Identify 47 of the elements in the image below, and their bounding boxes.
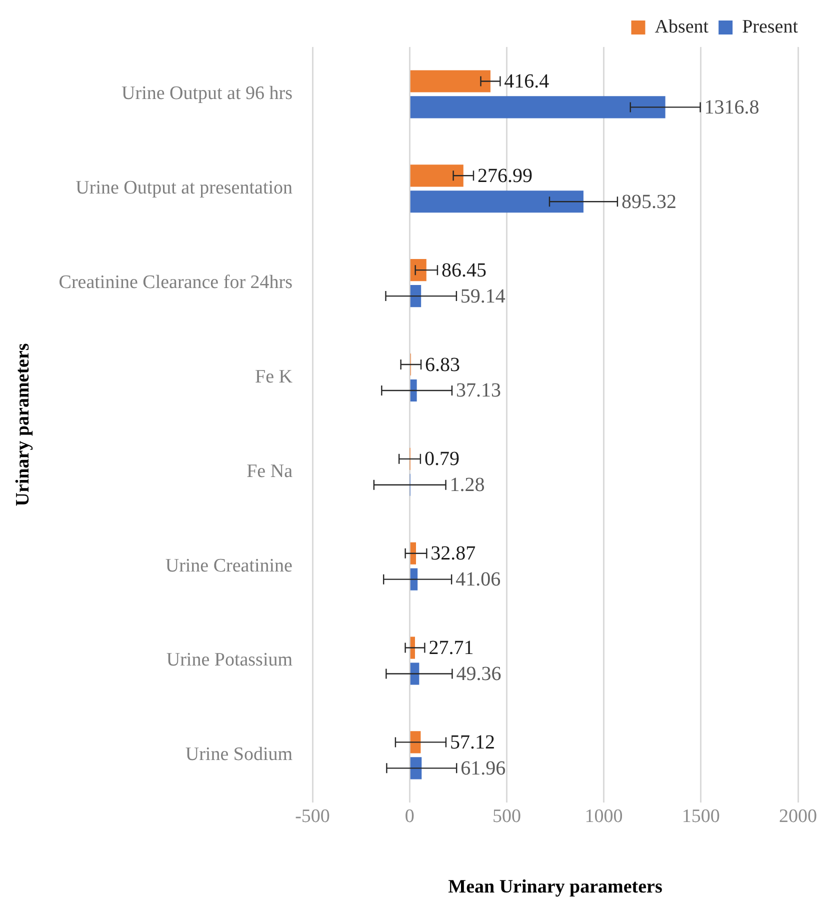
data-label: 59.14	[460, 285, 506, 308]
data-label: 49.36	[456, 662, 502, 685]
x-tick-label: 500	[492, 806, 521, 827]
bar	[410, 96, 666, 118]
data-label: 37.13	[456, 380, 501, 402]
data-label: 41.06	[456, 568, 501, 591]
bar	[410, 568, 418, 590]
y-tick-label: Urine Creatinine	[165, 555, 293, 576]
data-label: 32.87	[430, 542, 476, 565]
y-tick-label: Urine Potassium	[166, 650, 293, 671]
bar	[410, 259, 426, 282]
data-label: 1.28	[450, 474, 485, 496]
data-label: 27.71	[428, 637, 474, 660]
bar	[410, 731, 421, 754]
legend-label: Present	[742, 16, 799, 38]
y-tick-label: Urine Output at 96 hrs	[122, 83, 293, 104]
data-label: 57.12	[450, 731, 495, 754]
bar	[410, 757, 422, 780]
bar	[410, 285, 422, 308]
bar	[410, 662, 420, 685]
data-label: 276.99	[477, 164, 532, 187]
y-tick-label: Fe Na	[246, 460, 294, 482]
y-tick-label: Urine Output at presentation	[76, 178, 294, 199]
bar	[410, 379, 417, 402]
x-axis-title: Mean Urinary parameters	[448, 876, 662, 898]
bar	[410, 190, 584, 213]
y-tick-label: Creatinine Clearance for 24hrs	[58, 272, 293, 294]
x-tick-label: 2000	[779, 806, 817, 827]
data-label: 416.4	[504, 70, 550, 92]
data-label: 6.83	[425, 354, 460, 376]
data-label: 895.32	[621, 190, 676, 213]
data-label: 0.79	[424, 448, 460, 470]
x-tick-label: 1500	[682, 806, 720, 827]
bar	[410, 164, 464, 187]
y-axis-title: Urinary parameters	[12, 343, 34, 506]
legend-label: Absent	[654, 16, 710, 38]
x-tick-label: -500	[295, 806, 330, 827]
bar	[410, 542, 416, 564]
x-tick-label: 0	[404, 806, 414, 827]
y-tick-label: Fe K	[255, 366, 293, 388]
bar	[410, 70, 490, 92]
y-tick-label: Urine Sodium	[185, 744, 293, 766]
bar	[410, 636, 415, 659]
data-label: 61.96	[460, 757, 506, 780]
data-label: 86.45	[441, 259, 486, 282]
data-label: 1316.8	[704, 96, 760, 118]
x-tick-label: 1000	[584, 806, 623, 827]
